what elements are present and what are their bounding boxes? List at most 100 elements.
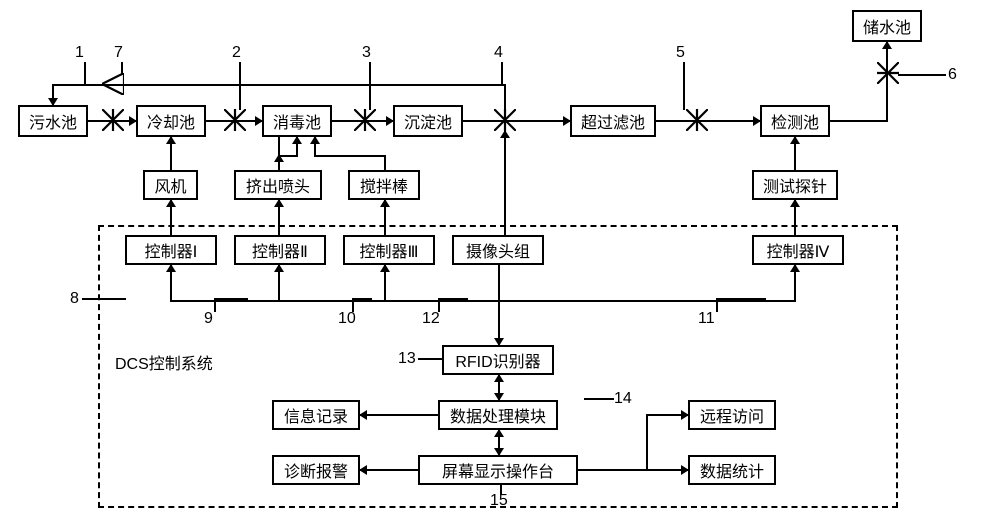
flow-line — [830, 120, 888, 122]
leader-line — [214, 298, 216, 312]
feedback-line — [52, 84, 506, 86]
diag-label: 诊断报警 — [284, 458, 348, 482]
label-1: 1 — [75, 44, 84, 62]
rfid-reader: RFID识别器 — [442, 345, 554, 375]
leader-line — [239, 62, 241, 110]
data-line — [578, 469, 648, 471]
data-line — [360, 414, 438, 416]
leader-line — [438, 298, 468, 300]
ctrl-line — [170, 200, 172, 235]
screen-label: 屏幕显示操作台 — [442, 458, 554, 482]
ctrl-line — [384, 200, 386, 235]
leader-line — [121, 62, 123, 75]
remote-access: 远程访问 — [688, 400, 776, 430]
info-record: 信息记录 — [272, 400, 360, 430]
rfid-label: RFID识别器 — [455, 348, 540, 372]
probe: 测试探针 — [752, 170, 838, 200]
sediment-pool: 沉淀池 — [393, 105, 463, 137]
stats-label: 数据统计 — [700, 458, 764, 482]
ctrl-line — [278, 137, 280, 157]
label-5: 5 — [676, 44, 685, 62]
feedback-line — [504, 84, 506, 110]
flow-line — [88, 120, 136, 122]
label-9: 9 — [204, 310, 213, 328]
label-6: 6 — [948, 66, 957, 84]
stirrer-label: 搅拌棒 — [360, 173, 408, 197]
data-line — [360, 469, 418, 471]
reservoir-label: 储水池 — [863, 14, 911, 38]
fan: 风机 — [143, 170, 198, 200]
feedback-line — [52, 84, 54, 105]
leader-line — [352, 298, 372, 300]
label-7: 7 — [114, 44, 123, 62]
ctrl-line — [170, 137, 172, 170]
leader-line — [584, 398, 614, 400]
ctrl-line — [314, 155, 386, 157]
leader-line — [716, 298, 718, 312]
reservoir: 储水池 — [852, 10, 922, 42]
data-line — [646, 469, 688, 471]
stirrer: 搅拌棒 — [348, 170, 420, 200]
ctrl1-label: 控制器Ⅰ — [145, 238, 198, 262]
data-processor: 数据处理模块 — [438, 400, 558, 430]
screen-console: 屏幕显示操作台 — [418, 455, 578, 485]
label-2: 2 — [232, 44, 241, 62]
overfilter-pool: 超过滤池 — [570, 105, 656, 137]
data-line — [498, 440, 500, 455]
dataproc-label: 数据处理模块 — [450, 403, 546, 427]
ctrl-line — [794, 137, 796, 170]
testpool: 检测池 — [760, 105, 830, 137]
sediment-label: 沉淀池 — [404, 109, 452, 133]
nozzle: 挤出喷头 — [234, 170, 322, 200]
ctrl3-label: 控制器Ⅲ — [359, 238, 418, 262]
cooling-pool: 冷却池 — [136, 105, 206, 137]
sewage-label: 污水池 — [29, 109, 77, 133]
leader-line — [418, 358, 442, 360]
ctrl-line — [504, 131, 506, 235]
disinfect-pool: 消毒池 — [262, 105, 332, 137]
leader-line — [84, 62, 86, 84]
dcs-label: DCS控制系统 — [115, 350, 213, 374]
bus-line — [278, 265, 280, 302]
testpool-label: 检测池 — [771, 109, 819, 133]
leader-line — [214, 298, 248, 300]
label-13: 13 — [398, 350, 416, 368]
ctrl4-label: 控制器Ⅳ — [767, 238, 830, 262]
label-3: 3 — [362, 44, 371, 62]
ctrl-line — [278, 155, 296, 157]
leader-line — [82, 298, 126, 300]
disinfect-label: 消毒池 — [273, 109, 321, 133]
ctrl-line — [278, 200, 280, 235]
label-15: 15 — [490, 492, 508, 510]
label-11: 11 — [698, 310, 715, 328]
valve-6-icon — [877, 62, 899, 84]
sewage-pool: 污水池 — [18, 105, 88, 137]
flow-line — [332, 120, 393, 122]
ctrl-line — [314, 137, 316, 157]
controller-3: 控制器Ⅲ — [343, 235, 435, 265]
leader-line — [369, 62, 371, 110]
ctrl-line — [278, 155, 280, 170]
flow-line — [886, 42, 888, 122]
inforec-label: 信息记录 — [284, 403, 348, 427]
data-line — [646, 414, 648, 471]
label-10: 10 — [338, 310, 356, 328]
data-line — [646, 414, 688, 416]
ctrl-line — [296, 137, 298, 157]
label-4: 4 — [494, 44, 503, 62]
leader-line — [683, 62, 685, 110]
controller-2: 控制器Ⅱ — [234, 235, 326, 265]
leader-line — [501, 62, 503, 84]
bus-line — [170, 300, 796, 302]
flow-line — [206, 120, 262, 122]
leader-line — [716, 298, 766, 300]
nozzle-label: 挤出喷头 — [246, 173, 310, 197]
ctrl-line — [384, 155, 386, 170]
data-line — [498, 385, 500, 400]
fan-label: 风机 — [154, 173, 186, 197]
cooling-label: 冷却池 — [147, 109, 195, 133]
camg-label: 摄像头组 — [466, 238, 530, 262]
overfilter-label: 超过滤池 — [581, 109, 645, 133]
label-8: 8 — [70, 290, 79, 308]
bus-line — [170, 265, 172, 302]
